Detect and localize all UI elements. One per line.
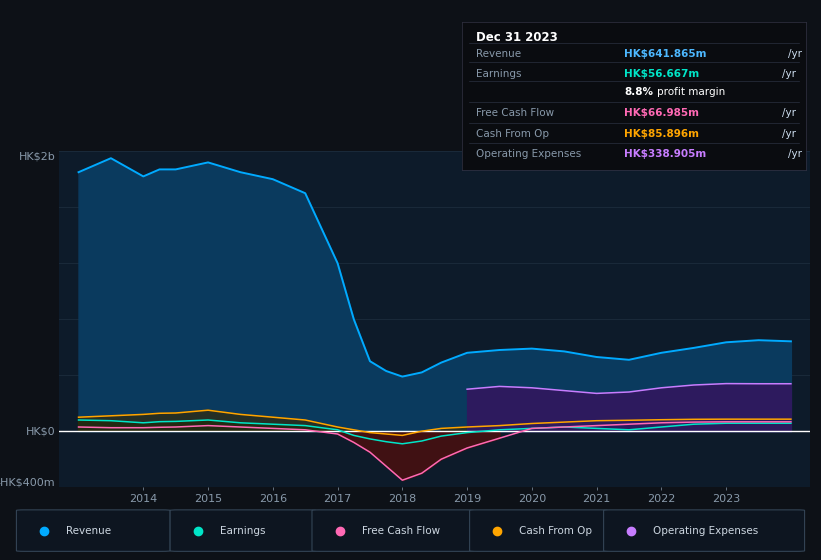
Text: 8.8%: 8.8% xyxy=(624,87,653,97)
Text: /yr: /yr xyxy=(782,69,796,80)
Text: HK$85.896m: HK$85.896m xyxy=(624,129,699,138)
Text: Free Cash Flow: Free Cash Flow xyxy=(361,526,440,535)
Text: Revenue: Revenue xyxy=(476,49,521,59)
FancyBboxPatch shape xyxy=(470,510,608,552)
Text: HK$66.985m: HK$66.985m xyxy=(624,108,699,118)
FancyBboxPatch shape xyxy=(312,510,474,552)
FancyBboxPatch shape xyxy=(16,510,170,552)
Text: Free Cash Flow: Free Cash Flow xyxy=(476,108,554,118)
Text: HK$0: HK$0 xyxy=(25,426,55,436)
Text: Operating Expenses: Operating Expenses xyxy=(476,150,581,159)
Text: Dec 31 2023: Dec 31 2023 xyxy=(476,31,557,44)
Text: HK$2b: HK$2b xyxy=(19,151,55,161)
Text: Cash From Op: Cash From Op xyxy=(476,129,549,138)
Text: profit margin: profit margin xyxy=(657,87,725,97)
Text: Revenue: Revenue xyxy=(66,526,111,535)
Text: Operating Expenses: Operating Expenses xyxy=(654,526,759,535)
Text: HK$338.905m: HK$338.905m xyxy=(624,150,706,159)
Text: Earnings: Earnings xyxy=(476,69,521,80)
Text: HK$641.865m: HK$641.865m xyxy=(624,49,706,59)
Text: HK$56.667m: HK$56.667m xyxy=(624,69,699,80)
Text: /yr: /yr xyxy=(782,108,796,118)
Text: Earnings: Earnings xyxy=(220,526,265,535)
Text: /yr: /yr xyxy=(788,49,802,59)
FancyBboxPatch shape xyxy=(170,510,316,552)
FancyBboxPatch shape xyxy=(603,510,805,552)
Text: /yr: /yr xyxy=(782,129,796,138)
Text: Cash From Op: Cash From Op xyxy=(519,526,592,535)
Text: -HK$400m: -HK$400m xyxy=(0,477,55,487)
Text: /yr: /yr xyxy=(788,150,802,159)
